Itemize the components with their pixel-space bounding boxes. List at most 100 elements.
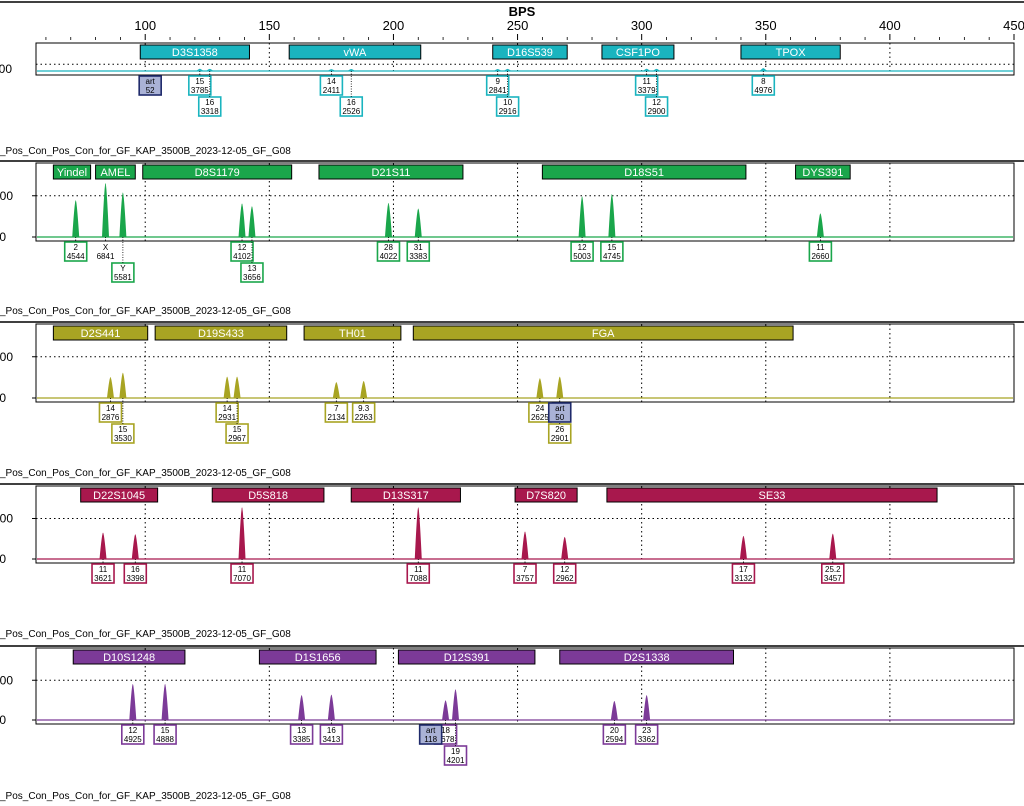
peak-allele-value: 2901 [551,434,569,443]
y-axis-label: 000 [0,512,13,526]
peak-allele-label: 15 [233,425,242,434]
peak-allele-label: 26 [555,425,564,434]
peak-allele-box [600,241,624,262]
peak-allele-label: 15 [118,425,127,434]
marker-bin [350,487,461,503]
peak-allele-box [406,241,431,262]
marker-label: vWA [344,47,367,59]
peak-allele-value: 2962 [556,574,574,583]
peak-allele-value: 3530 [114,434,132,443]
marker-bin [52,164,92,180]
peak-allele-label: 13 [248,264,257,273]
marker-bin [601,44,675,60]
peak-allele-box [351,402,376,423]
y-axis-label: 000 [0,673,13,687]
peak-allele-box [289,724,314,745]
peak-allele-box [98,402,123,423]
peak-allele-value: 3379 [638,86,656,95]
peak-allele-value: 2916 [499,107,517,116]
marker-label: D10S1248 [103,652,155,664]
peak-allele-label: Y [120,264,126,273]
artifact-box [418,724,443,745]
peak [248,206,256,238]
peak [326,69,337,72]
peak-allele-label: 7 [334,404,339,413]
peak-allele-value: 2594 [605,735,623,744]
peak-allele-label: 10 [503,98,512,107]
artifact-box [138,75,162,96]
marker-bin [606,487,938,503]
peak-allele-box [513,563,537,584]
peak-allele-value: 2967 [228,434,246,443]
peak [642,68,652,72]
peak-allele-value: 2931 [218,413,236,422]
plot-frame [35,42,1015,76]
plot-frame [35,647,1015,725]
peak-allele-value: 4544 [67,252,85,261]
peak-allele-value: 4102 [233,252,251,261]
marker-bin [142,164,293,180]
peak-allele-box [324,402,349,423]
peak [384,202,393,238]
peak-allele-box [406,563,431,584]
peak-allele-box [808,241,833,262]
peak [536,378,544,399]
marker-bin [303,325,402,341]
axis-tick-label: 450 [1003,18,1024,33]
peak-allele-label: 12 [560,565,569,574]
peak [195,68,205,72]
peak [327,694,335,721]
peak-allele-value: 7088 [409,574,427,583]
peak [610,700,618,721]
axis-tick-label: 250 [507,18,529,33]
peak-allele-label: 12 [238,243,247,252]
marker-bin [154,325,288,341]
peak [492,68,503,72]
peak [414,208,422,238]
sample-label: _Pos_Con_Pos_Con_for_GF_KAP_3500B_2023-1… [0,629,291,640]
peak-allele-box [731,563,756,584]
peak-allele-box [552,563,577,584]
peak-allele-label: 7 [523,565,528,574]
bps-axis: 100 150 200 250 300 350 400 450 [45,18,1024,40]
peak-allele-value: 2263 [355,413,373,422]
axis-tick-label: 400 [879,18,901,33]
marker-bin [80,487,159,503]
artifact-label: art [555,404,565,413]
marker-label: D12S391 [444,652,490,664]
peak [238,507,246,560]
peak-allele-label: 28 [384,243,393,252]
peak-allele-box [153,724,177,745]
plot-frame [35,485,1015,564]
peak-allele-value: 3621 [94,574,112,583]
peak-allele-label: 9.3 [358,404,370,413]
peak-allele-value: 2876 [102,413,120,422]
peak-allele-label: 15 [161,726,170,735]
marker-bin [52,325,149,341]
peak-allele-value: 3457 [824,574,842,583]
peak-allele-value: 2660 [811,252,829,261]
marker-bin [211,487,325,503]
y-axis-label: 000 [0,350,13,364]
peak [608,194,616,238]
peak-allele-value: 2900 [648,107,666,116]
panel-yellow: 0000D2S441D19S433TH01FGA1428761535301429… [0,321,1024,479]
peak-allele-value: 2678 [437,735,455,744]
peak [119,192,127,238]
peak-allele-box [319,724,344,745]
marker-bin [139,44,250,60]
peak-allele-label: 11 [816,243,825,252]
marker-label: DYS391 [802,167,843,179]
panel-red: 0000D22S1045D5S818D13S317D7S820SE3311362… [0,483,1024,640]
marker-label: D8S1179 [195,167,240,179]
peak-allele-box [230,241,254,262]
marker-label: D2S1338 [624,652,670,664]
sample-label: _Pos_Con_Pos_Con_for_GF_KAP_3500B_2023-1… [0,468,291,479]
axis-tick-label: 300 [631,18,653,33]
peak-allele-label: 12 [578,243,587,252]
peak-allele-label: 12 [128,726,137,735]
axis-tick-label: 200 [383,18,405,33]
peak-allele-box [570,241,594,262]
marker-bin [412,325,794,341]
